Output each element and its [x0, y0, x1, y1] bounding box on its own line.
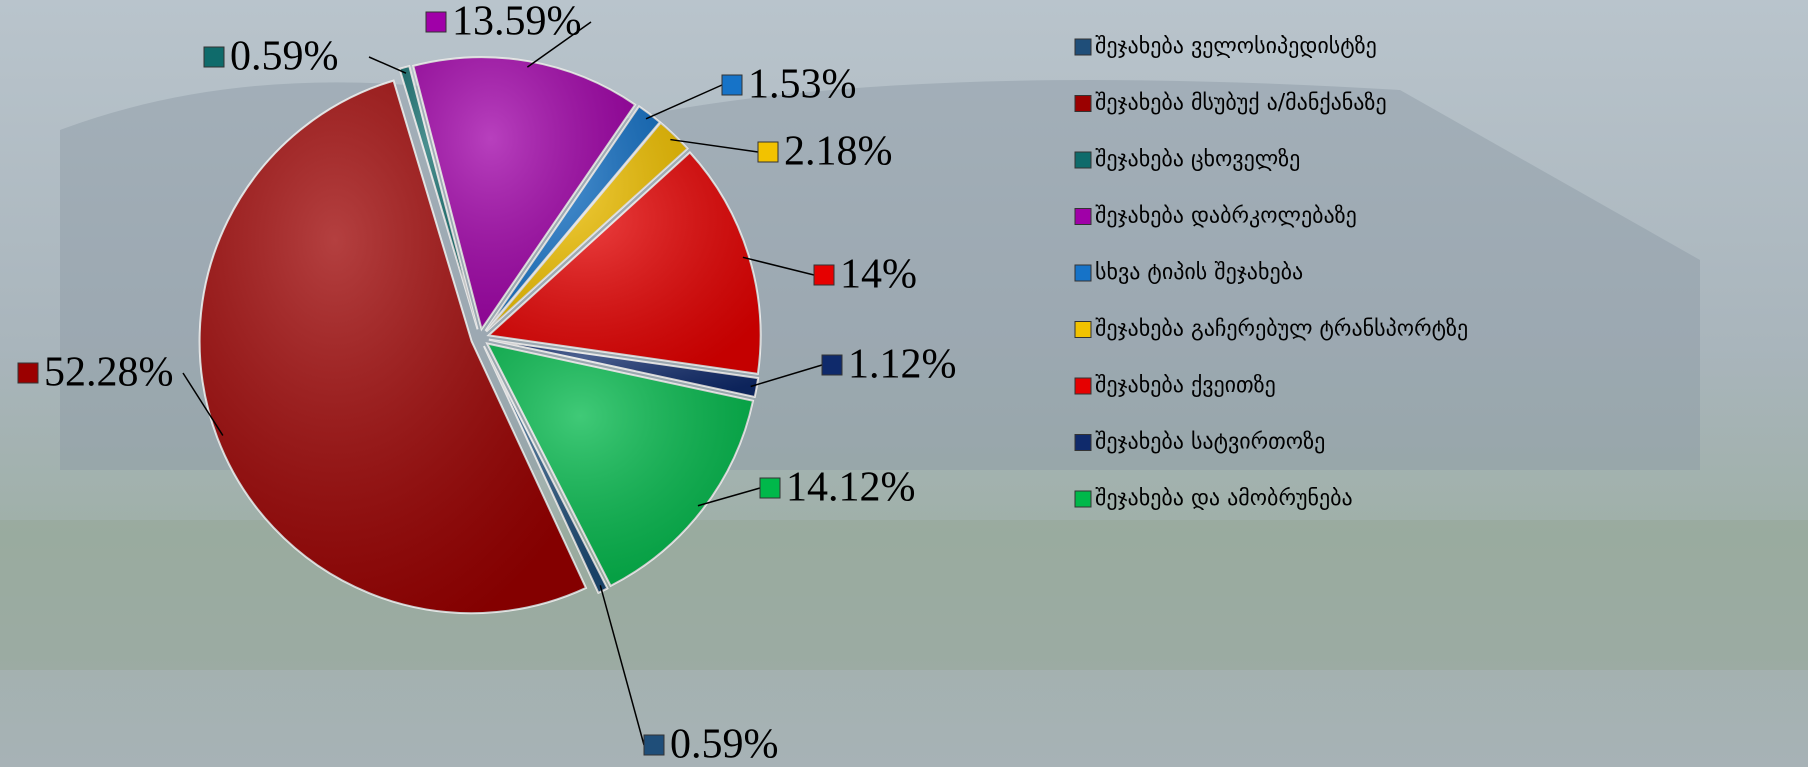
legend-marker	[1074, 38, 1092, 56]
legend-label: შეჯახება ქვეითზე	[1095, 373, 1276, 398]
data-label: 0.59%	[230, 34, 339, 80]
data-label: 13.59%	[452, 0, 582, 45]
legend-marker	[1074, 377, 1092, 395]
legend-label: შეჯახება გაჩერებულ ტრანსპორტზე	[1095, 317, 1468, 342]
legend: შეჯახება ველოსიპედისტზე შეჯახება მსუბუქ ა…	[1074, 34, 1468, 511]
legend-label: შეჯახება სატვირთოზე	[1095, 430, 1325, 455]
data-label: 14%	[840, 252, 917, 298]
background-lawn	[0, 520, 1808, 670]
label-marker	[425, 11, 447, 33]
leader-line	[742, 256, 815, 276]
legend-marker	[1074, 490, 1092, 508]
leader-line	[599, 585, 645, 746]
leader-line	[182, 372, 224, 436]
label-marker	[17, 362, 39, 384]
legend-marker	[1074, 434, 1092, 451]
data-label: 0.59%	[670, 722, 779, 767]
slice-shine	[483, 346, 608, 593]
data-label: 14.12%	[786, 465, 916, 511]
leader-line	[670, 138, 759, 153]
legend-label: შეჯახება დაბრკოლებაზე	[1095, 204, 1357, 229]
leader-line	[750, 364, 823, 388]
data-labels: 0.59% 52.28% 0.59% 13.59% 1.53% 2.18% 14% 1.12%…	[17, 0, 957, 767]
slice-shine	[413, 57, 636, 330]
label-marker	[643, 734, 665, 756]
slice-shine	[488, 339, 759, 397]
label-marker	[821, 354, 843, 376]
slice-shine	[399, 66, 478, 330]
data-label: 1.53%	[748, 62, 857, 108]
legend-label: შეჯახება მსუბუქ ა/მანქანაზე	[1095, 91, 1387, 116]
legend-label: შეჯახება ველოსიპედისტზე	[1095, 34, 1377, 59]
slice-shine	[485, 106, 660, 331]
pie	[198, 56, 762, 615]
legend-label: სხვა ტიპის შეჯახება	[1095, 260, 1303, 285]
leader-line	[368, 56, 407, 74]
legend-label: შეჯახება და ამობრუნება	[1095, 486, 1353, 511]
data-label: 2.18%	[784, 129, 893, 175]
label-marker	[759, 477, 781, 499]
label-marker	[813, 264, 835, 286]
legend-label: შეჯახება ცხოველზე	[1095, 147, 1300, 172]
leader-line	[645, 84, 723, 120]
legend-marker	[1074, 321, 1092, 338]
data-label: 1.12%	[848, 342, 957, 388]
leader-line	[697, 487, 761, 507]
legend-marker	[1074, 95, 1092, 112]
slice-shine	[487, 343, 754, 586]
label-marker	[203, 46, 225, 68]
data-label: 52.28%	[44, 350, 174, 396]
leader-line	[526, 21, 592, 68]
slice-shine	[199, 80, 587, 614]
legend-marker	[1074, 264, 1092, 282]
label-marker	[721, 74, 743, 96]
legend-marker	[1074, 151, 1092, 169]
slice-shine	[488, 152, 761, 374]
legend-marker	[1074, 208, 1092, 225]
slice-shine	[486, 122, 688, 332]
label-marker	[757, 141, 779, 163]
